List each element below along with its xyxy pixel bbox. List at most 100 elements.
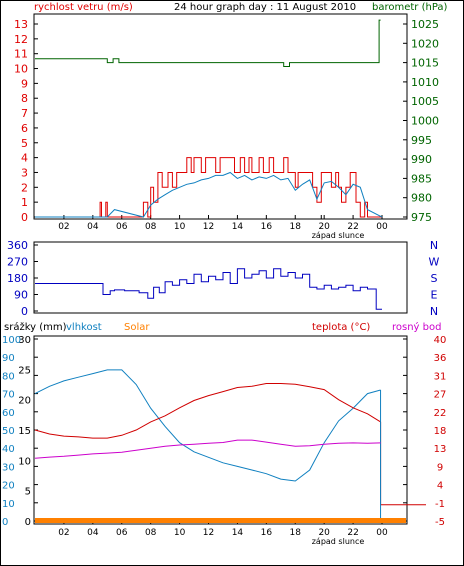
solar-baseline-band	[35, 518, 406, 523]
rain-tick-label: 15	[18, 426, 31, 437]
direction-tick-label: 90	[14, 289, 28, 302]
temperature-panel-xtick-label: 22	[347, 528, 358, 538]
wind-speed-axis-title: rychlost vetru (m/s)	[34, 2, 133, 13]
wind-panel-xtick-label: 16	[261, 222, 273, 232]
wind-panel-xtick-label: 04	[87, 222, 99, 232]
wind-tick-label: 7	[21, 107, 28, 120]
wind-panel	[33, 13, 408, 220]
temperature-panel-xtick-label: 02	[58, 528, 69, 538]
rain-tick-label: 20	[18, 396, 31, 407]
direction-tick-label: 360	[7, 239, 28, 252]
wind-tick-label: 3	[21, 166, 28, 179]
pressure-axis-title: barometr (hPa)	[372, 2, 448, 13]
temperature-tick-label: 36	[434, 353, 447, 364]
pressure-tick-label: 990	[411, 153, 432, 166]
wind-panel-xtick-label: 06	[116, 222, 128, 232]
wind-tick-label: 9	[21, 77, 28, 90]
pressure-line	[35, 19, 381, 67]
direction-tick-label: 270	[7, 256, 28, 269]
pressure-tick-label: 985	[411, 172, 432, 185]
chart-marks: 0123456789101112139759809859909951000100…	[2, 18, 446, 546]
temperature-panel-xtick-label: 18	[290, 528, 302, 538]
dew-point-title: rosný bod	[392, 321, 441, 333]
pressure-tick-label: 980	[411, 192, 432, 205]
rain-tick-label: 30	[18, 335, 31, 346]
humidity-tick-label: 80	[2, 371, 15, 382]
rain-tick-label: 5	[25, 487, 31, 498]
temperature-panel-xtick-label: 12	[203, 528, 214, 538]
wind-tick-label: 2	[21, 181, 28, 194]
pressure-tick-label: 995	[411, 134, 432, 147]
humidity-tick-label: 10	[2, 499, 15, 510]
direction-tick-label: 0	[21, 305, 28, 318]
temperature-panel-xtick-label: 08	[145, 528, 157, 538]
direction-tick-label: 180	[7, 272, 28, 285]
humidity-tick-label: 20	[2, 481, 15, 492]
temperature-tick-label: 22	[434, 408, 447, 419]
pressure-tick-label: 1025	[411, 18, 439, 31]
wind-panel-xtick-label: 12	[203, 222, 214, 232]
humidity-tick-label: 90	[2, 353, 15, 364]
direction-compass-label: S	[431, 272, 438, 285]
temperature-tick-label: 13	[434, 444, 447, 455]
rain-tick-label: 10	[18, 456, 31, 467]
wind-tick-label: 5	[21, 137, 28, 150]
direction-compass-label: N	[430, 305, 438, 318]
humidity-tick-label: 100	[2, 335, 21, 346]
wind-panel-xtick-label: 20	[318, 222, 330, 232]
rain-tick-label: 25	[18, 365, 31, 376]
wind-tick-label: 4	[21, 152, 28, 165]
wind-speed-line	[35, 157, 382, 218]
temperature-panel-xtick-label: 06	[116, 528, 128, 538]
temperature-tick-label: 18	[434, 426, 447, 437]
wind-tick-label: 10	[14, 63, 28, 76]
temperature-tick-label: -1	[435, 499, 445, 510]
temperature-tick-label: 40	[434, 335, 447, 346]
wind-panel-xtick-label: 02	[58, 222, 69, 232]
humidity-tick-label: 40	[2, 444, 15, 455]
direction-compass-label: N	[430, 239, 438, 252]
chart-title: 24 hour graph day : 11 August 2010	[174, 2, 356, 13]
pressure-tick-label: 1000	[411, 115, 439, 128]
humidity-line	[34, 369, 381, 482]
solar-title: Solar	[124, 322, 150, 333]
wind-average-line	[35, 171, 383, 218]
direction-compass-label: W	[429, 256, 440, 269]
temperature-drop-line	[380, 421, 426, 506]
wind-panel-xtick-label: 14	[232, 222, 244, 232]
pressure-tick-label: 1010	[411, 76, 439, 89]
temperature-tick-label: 27	[434, 390, 447, 401]
temperature-panel-xtick-label: 00	[376, 528, 388, 538]
wind-panel-xtick-label: 10	[174, 222, 186, 232]
temperature-axis-title: teplota (°C)	[312, 322, 370, 333]
rain-axis-title: srážky (mm)	[4, 321, 67, 333]
temperature-tick-label: 9	[437, 462, 443, 473]
humidity-tick-label: 60	[2, 408, 15, 419]
temperature-tick-label: 4	[437, 481, 443, 492]
wind-tick-label: 6	[21, 122, 28, 135]
humidity-tick-label: 0	[2, 517, 8, 528]
rain-tick-label: 0	[25, 517, 31, 528]
humidity-axis-title: vlhkost	[66, 322, 102, 333]
temperature-tick-label: -5	[435, 517, 445, 528]
pressure-tick-label: 975	[411, 211, 432, 224]
humidity-tick-label: 70	[2, 390, 15, 401]
wind-panel-xtick-label: 22	[347, 222, 358, 232]
dew-point-line	[34, 439, 381, 459]
wind-panel-xtick-label: 08	[145, 222, 157, 232]
sunset-label-wind: západ slunce	[312, 231, 365, 240]
temperature-panel-xtick-label: 20	[318, 528, 330, 538]
sunset-label-temp: západ slunce	[312, 537, 365, 546]
wind-tick-label: 13	[14, 18, 28, 31]
temperature-panel-xtick-label: 04	[87, 528, 99, 538]
humidity-tick-label: 50	[2, 426, 15, 437]
wind-tick-label: 12	[14, 33, 28, 46]
temperature-panel-xtick-label: 10	[174, 528, 186, 538]
temperature-tick-label: 31	[434, 371, 447, 382]
pressure-tick-label: 1020	[411, 37, 439, 50]
temperature-panel-xtick-label: 14	[232, 528, 244, 538]
wind-tick-label: 8	[21, 92, 28, 105]
temperature-line	[34, 383, 381, 439]
humidity-tick-label: 30	[2, 462, 15, 473]
